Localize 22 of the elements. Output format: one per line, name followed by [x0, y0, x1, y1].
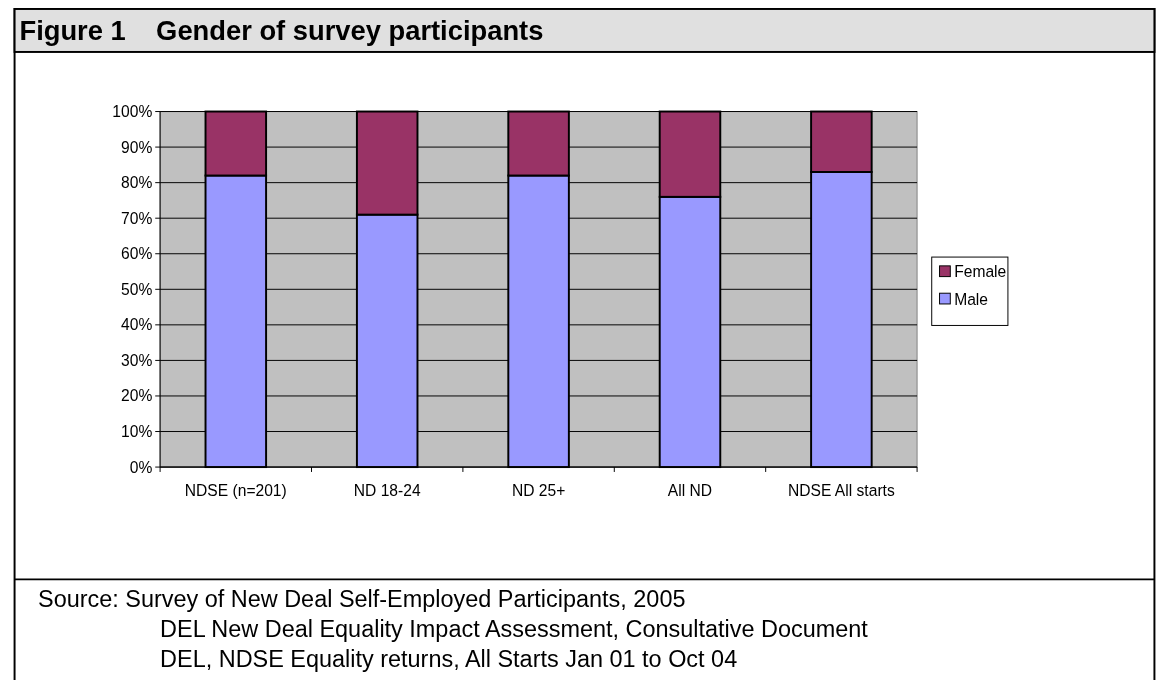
- source-note: Source: Survey of New Deal Self-Employed Participants, 2005: [38, 585, 686, 612]
- y-tick-label: 20%: [121, 387, 153, 405]
- y-tick-label: 70%: [121, 209, 153, 227]
- y-tick-label: 0%: [129, 458, 153, 476]
- x-tick-label: All ND: [667, 482, 713, 500]
- text: DEL New Deal Equality Impact Assessment, Consultative Document: [160, 616, 869, 643]
- x-tick-label: ND 18-24: [353, 482, 421, 500]
- y-tick-label: 40%: [121, 316, 153, 334]
- y-tick-label: 90%: [121, 138, 153, 156]
- y-tick-label: 30%: [121, 351, 153, 369]
- legend-label: Female: [954, 263, 1007, 281]
- y-tick-label: 60%: [121, 245, 153, 263]
- x-tick-label: NDSE All starts: [788, 482, 895, 500]
- x-tick-label: NDSE (n=201): [184, 482, 287, 500]
- y-tick-label: 50%: [121, 280, 153, 298]
- y-tick-label: 10%: [121, 422, 153, 440]
- y-tick-label: 80%: [121, 174, 153, 192]
- y-tick-label: 100%: [112, 103, 153, 120]
- text: DEL, NDSE Equality returns, All Starts Jan 01 to Oct 04: [160, 646, 738, 673]
- x-tick-label: ND 25+: [511, 482, 566, 500]
- chart-title: Figure 1 Gender of survey participants: [19, 15, 544, 47]
- legend-label: Male: [954, 290, 989, 308]
